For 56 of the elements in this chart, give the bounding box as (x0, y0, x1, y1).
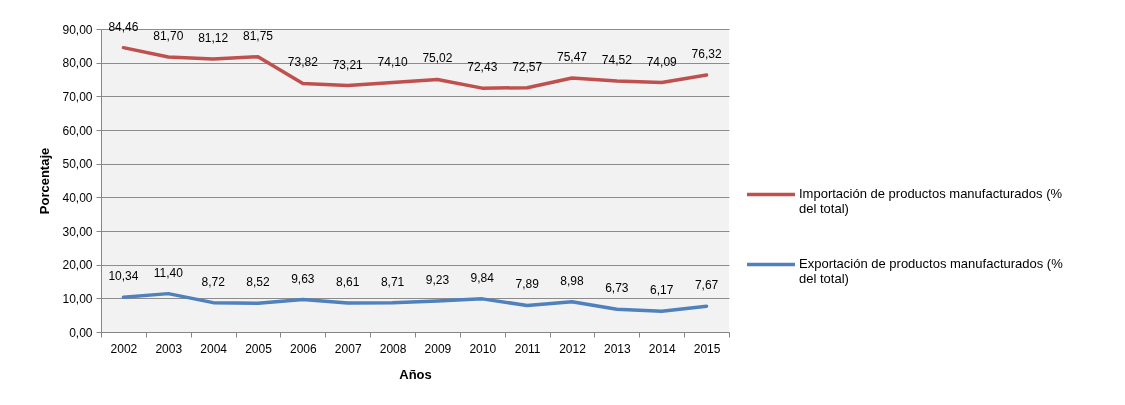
data-label: 73,82 (287, 55, 319, 70)
x-tick-label: 2004 (200, 341, 228, 356)
x-tick-label: 2011 (514, 341, 541, 356)
data-label: 81,12 (198, 30, 229, 45)
x-tick-label: 2003 (155, 341, 183, 356)
data-label: 9,23 (425, 272, 450, 287)
x-tick-label: 2006 (290, 341, 318, 356)
y-tick-label: 20,00 (62, 258, 93, 273)
data-label: 7,89 (515, 277, 540, 292)
x-tick-label: 2009 (424, 341, 452, 356)
data-label: 8,98 (560, 273, 584, 288)
data-label: 8,61 (336, 275, 360, 290)
data-label: 6,17 (650, 283, 674, 298)
data-label: 84,46 (108, 19, 139, 34)
x-tick-label: 2002 (110, 341, 138, 356)
data-label: 76,32 (691, 47, 722, 62)
x-tick-label: 2005 (245, 341, 273, 356)
y-tick-label: 70,00 (62, 89, 93, 104)
data-label: 75,02 (422, 51, 453, 66)
y-axis-title: Porcentaje (37, 147, 53, 215)
data-label: 9,63 (291, 271, 315, 286)
data-label: 74,09 (646, 54, 678, 69)
x-tick-label: 2007 (334, 341, 362, 356)
data-label: 74,10 (377, 54, 408, 69)
data-label: 72,57 (512, 59, 543, 74)
y-tick-label: 0,00 (69, 325, 93, 340)
x-tick-label: 2014 (648, 341, 676, 356)
x-tick-label: 2012 (559, 341, 587, 356)
y-tick-label: 40,00 (62, 190, 93, 205)
data-label: 8,72 (201, 274, 226, 289)
x-tick-label: 2010 (469, 341, 497, 356)
legend-label: Exportación de productos manufacturados (% del total) (799, 256, 1064, 287)
data-label: 8,71 (380, 274, 405, 289)
data-label: 10,34 (108, 269, 139, 284)
y-tick-label: 50,00 (62, 157, 93, 172)
y-tick-label: 90,00 (62, 22, 93, 37)
x-tick-label: 2015 (693, 341, 721, 356)
data-label: 74,52 (601, 53, 633, 68)
data-label: 11,40 (153, 265, 184, 280)
y-tick-label: 80,00 (62, 56, 93, 71)
data-label: 81,70 (153, 28, 184, 43)
x-axis-title: Años (399, 366, 432, 382)
y-tick-label: 60,00 (62, 123, 93, 138)
data-label: 81,75 (242, 28, 274, 43)
data-label: 9,84 (470, 270, 495, 285)
y-tick-label: 10,00 (62, 291, 93, 306)
data-label: 75,47 (556, 49, 588, 64)
data-label: 72,43 (467, 60, 498, 75)
data-label: 8,52 (246, 275, 270, 290)
y-tick-label: 30,00 (62, 224, 93, 239)
data-label: 6,73 (605, 281, 629, 296)
legend-label: Importación de productos manufacturados (% del total) (799, 186, 1063, 217)
x-tick-label: 2008 (379, 341, 407, 356)
data-label: 73,21 (332, 57, 364, 72)
data-label: 7,67 (694, 278, 719, 293)
x-tick-label: 2013 (604, 341, 632, 356)
